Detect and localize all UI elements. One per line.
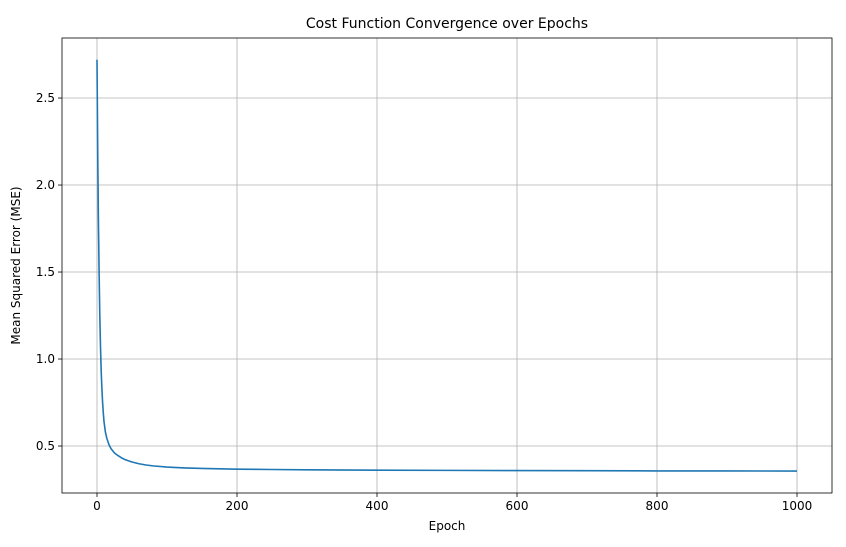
series-line	[96, 59, 798, 472]
x-tick-label: 1000	[782, 499, 813, 513]
x-tick-label: 800	[646, 499, 669, 513]
x-tick-label: 400	[366, 499, 389, 513]
x-tick-label: 200	[226, 499, 249, 513]
y-tick-label: 2.5	[36, 91, 55, 105]
chart-title: Cost Function Convergence over Epochs	[306, 16, 588, 32]
y-tick-label: 1.5	[36, 265, 55, 279]
y-axis: 0.5 1.0 1.5 2.0 2.5	[36, 91, 62, 453]
series-layer	[96, 59, 798, 472]
y-tick-label: 2.0	[36, 178, 55, 192]
y-axis-label: Mean Squared Error (MSE)	[9, 186, 23, 344]
x-axis-label: Epoch	[429, 519, 466, 533]
x-tick-label: 600	[506, 499, 529, 513]
x-tick-label: 0	[93, 499, 101, 513]
y-tick-label: 0.5	[36, 439, 55, 453]
y-tick-label: 1.0	[36, 352, 55, 366]
grid	[62, 38, 832, 493]
plot-frame	[61, 37, 833, 494]
x-axis: 0 200 400 600 800 1000	[93, 493, 812, 513]
